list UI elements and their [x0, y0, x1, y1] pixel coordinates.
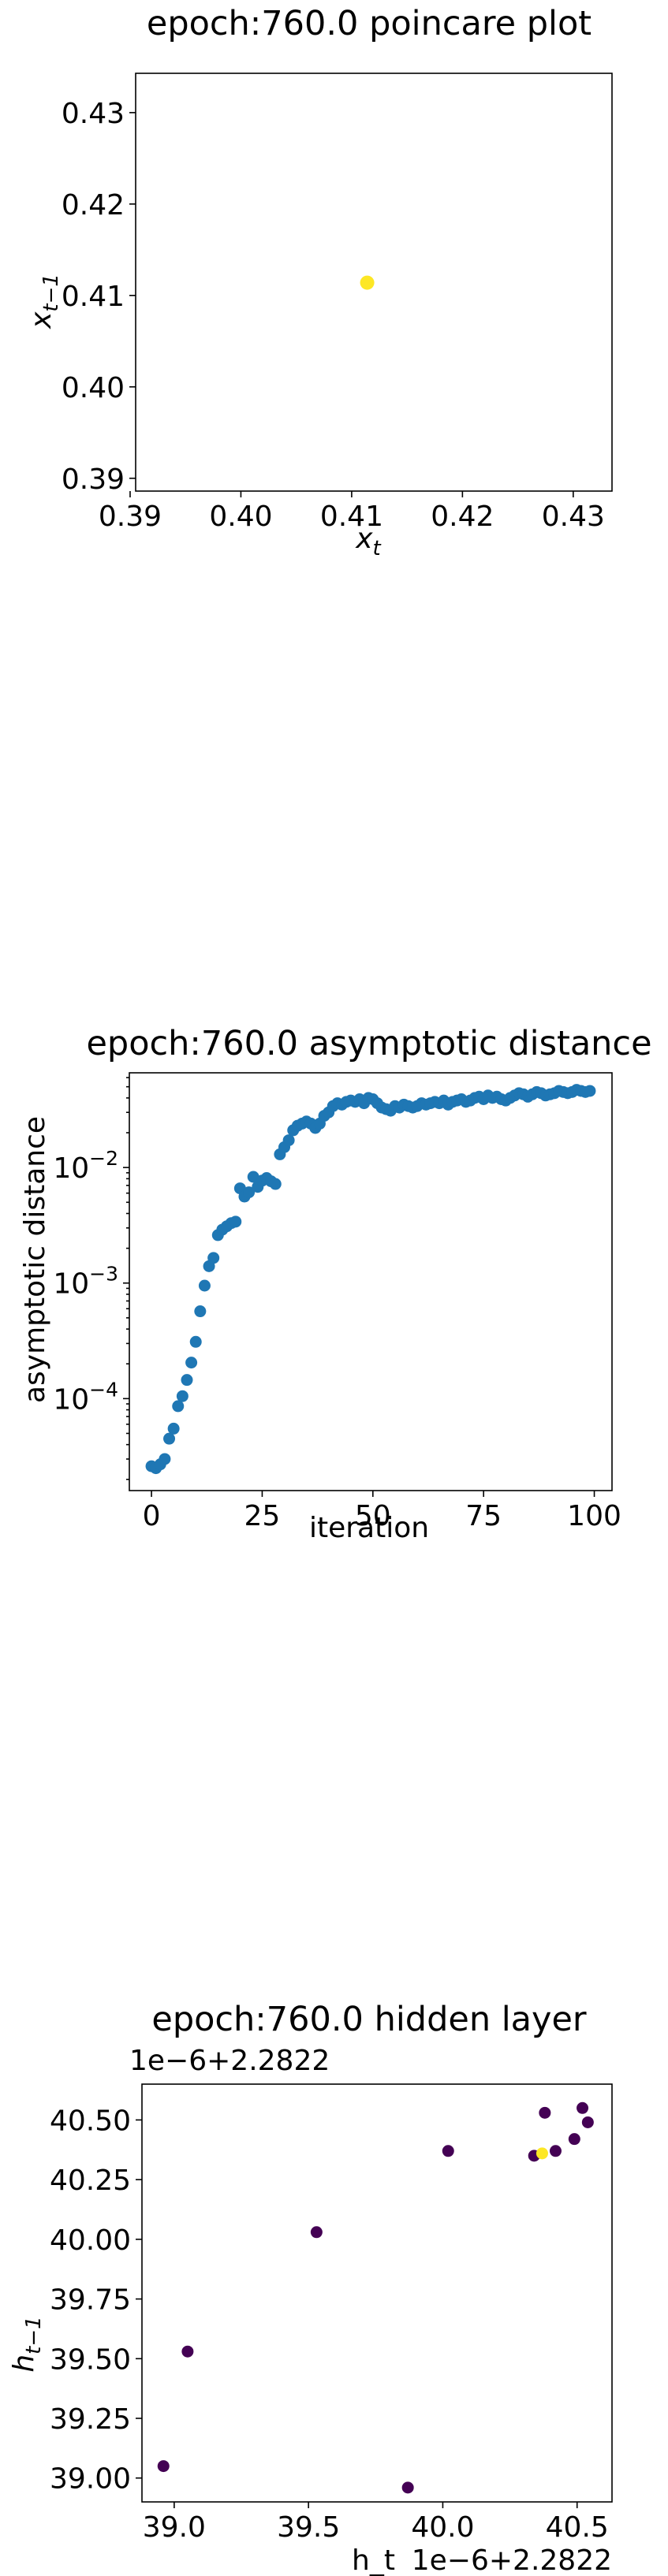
x-tick-label: 50 [355, 1500, 391, 1532]
chart-title: epoch:760.0 asymptotic distance [86, 1024, 651, 1063]
data-point [181, 2345, 194, 2358]
y-tick-label: 39.00 [50, 2463, 131, 2496]
y-tick-label: 0.43 [62, 98, 125, 130]
x-tick-label: 0.41 [320, 501, 383, 533]
y-tick-label: 40.00 [50, 2224, 131, 2257]
plot-frame [129, 1072, 613, 1491]
y-tick-label: 40.50 [50, 2105, 131, 2137]
asymptotic-distance-chart: epoch:760.0 asymptotic distance asymptot… [19, 1024, 652, 1544]
data-point [243, 1186, 256, 1199]
data-point [189, 1335, 202, 1348]
chart-title: epoch:760.0 poincare plot [147, 4, 591, 43]
plot-area: 0 25 50 75 100 10−4 10−3 10−2 [53, 1077, 621, 1532]
data-point [401, 2481, 414, 2494]
data-point [584, 1085, 596, 1097]
y-tick-label: 39.50 [50, 2343, 131, 2376]
x-tick-label: 0.42 [431, 501, 494, 533]
data-point [198, 1279, 211, 1292]
y-tick-label: 39.25 [50, 2403, 131, 2436]
data-point [568, 2133, 580, 2146]
y-axis-label: xt−1 [25, 274, 63, 329]
plot-frame [141, 2083, 613, 2503]
y-tick-label: 10−3 [53, 1263, 118, 1301]
x-tick-label: 39.5 [277, 2511, 340, 2544]
data-point [163, 1432, 176, 1445]
x-tick-label: 75 [465, 1500, 502, 1532]
data-point [194, 1305, 207, 1318]
data-point [172, 1400, 185, 1413]
data-point [185, 1357, 198, 1369]
svg-text:xt−1: xt−1 [25, 274, 63, 329]
data-point [159, 1453, 171, 1465]
y-axis-label: asymptotic distance [19, 1116, 51, 1403]
y-axis-label: ht−1 [8, 2316, 46, 2372]
poincare-chart: epoch:760.0 poincare plot xt−1 0.39 0.40 0… [25, 4, 613, 560]
y-tick-label: 10−2 [53, 1147, 118, 1185]
data-point [581, 2116, 594, 2128]
data-point [539, 2106, 551, 2119]
x-tick-label: 39.0 [143, 2511, 206, 2544]
data-point [181, 1374, 193, 1387]
y-tick-label: 0.41 [62, 281, 125, 313]
hidden-layer-chart: epoch:760.0 hidden layer 1e−6+2.2822 ht−… [8, 2000, 613, 2576]
data-point [577, 2101, 589, 2114]
y-tick-label: 40.25 [50, 2165, 131, 2197]
data-point [310, 2226, 323, 2239]
data-point [360, 275, 375, 290]
x-axis-label: h_t [352, 2544, 395, 2576]
data-point [157, 2460, 170, 2473]
data-point [549, 2145, 562, 2157]
data-point [207, 1252, 220, 1264]
x-tick-label: 0.40 [209, 501, 272, 533]
data-point [442, 2145, 454, 2157]
plot-frame [135, 73, 613, 492]
chart-title: epoch:760.0 hidden layer [151, 2000, 587, 2039]
data-point [247, 1171, 259, 1183]
data-point [230, 1215, 242, 1228]
x-tick-label: 0.43 [542, 501, 605, 533]
y-tick-label: 10−4 [53, 1378, 118, 1416]
x-tick-label: 100 [567, 1500, 621, 1532]
svg-text:ht−1: ht−1 [8, 2316, 46, 2372]
x-tick-label: 40.0 [411, 2511, 474, 2544]
x-tick-label: 0.39 [99, 501, 162, 533]
data-point [167, 1422, 180, 1435]
data-point [269, 1178, 282, 1190]
data-point [176, 1390, 188, 1402]
x-tick-label: 40.5 [546, 2511, 609, 2544]
y-tick-label: 0.42 [62, 189, 125, 221]
x-offset-label: 1e−6+2.2822 [412, 2544, 612, 2576]
y-tick-label: 0.39 [62, 463, 125, 496]
plot-area: 0.39 0.40 0.41 0.42 0.43 0.39 0.40 0.41 0.42 0.43 [62, 98, 605, 533]
data-point [536, 2147, 548, 2160]
data-point [282, 1134, 295, 1147]
y-tick-label: 0.40 [62, 372, 125, 404]
x-tick-label: 0 [143, 1500, 161, 1532]
x-tick-label: 25 [244, 1500, 281, 1532]
y-offset-label: 1e−6+2.2822 [129, 2045, 330, 2077]
y-tick-label: 39.75 [50, 2284, 131, 2317]
plot-area: 39.0 39.5 40.0 40.5 39.00 39.25 39.50 39.75 40.0… [50, 2101, 609, 2544]
x-axis-label: iteration [309, 1512, 429, 1544]
